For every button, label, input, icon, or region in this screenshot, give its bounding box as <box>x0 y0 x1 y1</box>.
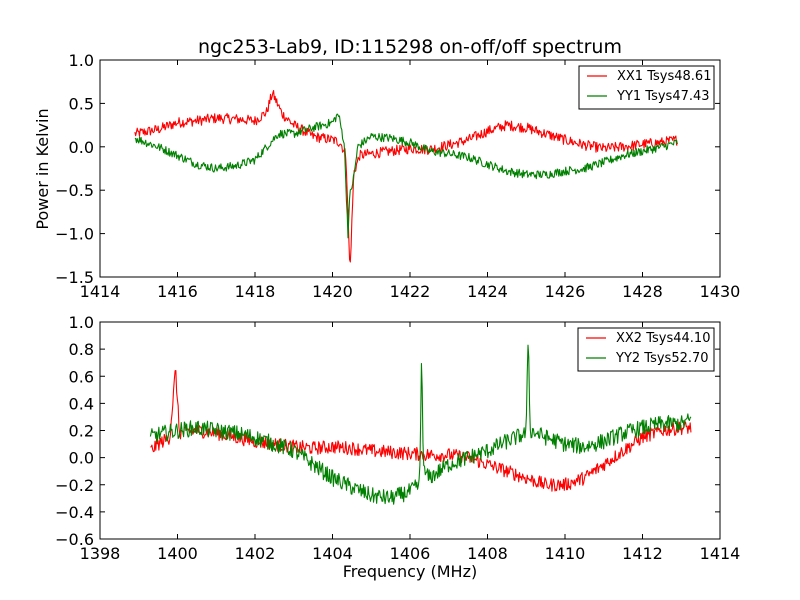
top-ytick-label: 0.0 <box>69 138 94 157</box>
top-xtick-label: 1426 <box>545 282 586 301</box>
top-ticks: 1414 1416 1418 1420 1422 1424 1426 1428 1430 −1.5… <box>55 51 740 301</box>
bottom-legend-label-1: XX2 Tsys44.10 <box>616 331 710 346</box>
bottom-plot-frame <box>99 321 721 540</box>
top-xtick-label: 1420 <box>312 282 353 301</box>
bottom-panel: Frequency (MHz) 1398 1400 1402 1404 1406 1408… <box>55 313 740 581</box>
top-xtick-label: 1430 <box>700 282 741 301</box>
top-series <box>134 90 678 263</box>
top-ytick-label: −1.0 <box>55 225 94 244</box>
bottom-xtick-label: 1404 <box>312 544 353 563</box>
bottom-x-axis-label: Frequency (MHz) <box>343 562 477 581</box>
bottom-xtick-label: 1406 <box>390 544 431 563</box>
top-panel: ngc253-Lab9, ID:115298 on-off/off spectr… <box>33 36 740 301</box>
top-legend-box <box>578 65 715 110</box>
top-ytick-label: 1.0 <box>69 51 94 70</box>
top-xtick-label: 1422 <box>390 282 431 301</box>
top-series-line-1 <box>134 90 678 263</box>
bottom-series-line-2 <box>149 344 692 505</box>
bottom-ticks: 1398 1400 1402 1404 1406 1408 1410 1412 1414 −0.6… <box>55 313 740 563</box>
bottom-legend-box <box>577 327 715 372</box>
bottom-legend: XX2 Tsys44.10 YY2 Tsys52.70 <box>577 327 715 372</box>
bottom-ytick-label: −0.2 <box>55 476 94 495</box>
bottom-xtick-label: 1414 <box>700 544 741 563</box>
bottom-xtick-label: 1410 <box>545 544 586 563</box>
top-xtick-label: 1416 <box>157 282 198 301</box>
top-legend-label-1: XX1 Tsys48.61 <box>617 69 711 84</box>
top-xtick-label: 1428 <box>622 282 663 301</box>
bottom-xtick-label: 1400 <box>157 544 198 563</box>
bottom-series <box>149 344 692 505</box>
bottom-ytick-label: −0.4 <box>55 503 94 522</box>
bottom-legend-label-2: YY2 Tsys52.70 <box>615 351 709 366</box>
bottom-xtick-label: 1398 <box>80 544 121 563</box>
top-xtick-label: 1424 <box>467 282 508 301</box>
top-ytick-label: −1.5 <box>55 268 94 287</box>
top-chart-title: ngc253-Lab9, ID:115298 on-off/off spectr… <box>198 36 622 58</box>
bottom-ytick-label: 0.2 <box>69 422 94 441</box>
bottom-ytick-label: −0.6 <box>55 530 94 549</box>
bottom-xtick-label: 1412 <box>622 544 663 563</box>
bottom-ytick-label: 0.6 <box>69 367 94 386</box>
top-series-line-2 <box>134 113 678 239</box>
bottom-xtick-label: 1408 <box>467 544 508 563</box>
top-y-axis-label: Power in Kelvin <box>33 108 52 229</box>
bottom-ytick-label: 1.0 <box>69 313 94 332</box>
top-plot-frame <box>99 59 721 278</box>
bottom-ytick-label: 0.4 <box>69 394 94 413</box>
top-xtick-label: 1418 <box>235 282 276 301</box>
top-ytick-label: 0.5 <box>69 94 94 113</box>
top-legend: XX1 Tsys48.61 YY1 Tsys47.43 <box>578 65 715 110</box>
top-xtick-label: 1414 <box>80 282 121 301</box>
top-legend-label-2: YY1 Tsys47.43 <box>616 89 710 104</box>
bottom-xtick-label: 1402 <box>235 544 276 563</box>
bottom-ytick-label: 0.0 <box>69 449 94 468</box>
bottom-series-line-1 <box>150 370 692 492</box>
top-ytick-label: −0.5 <box>55 181 94 200</box>
bottom-ytick-label: 0.8 <box>69 340 94 359</box>
